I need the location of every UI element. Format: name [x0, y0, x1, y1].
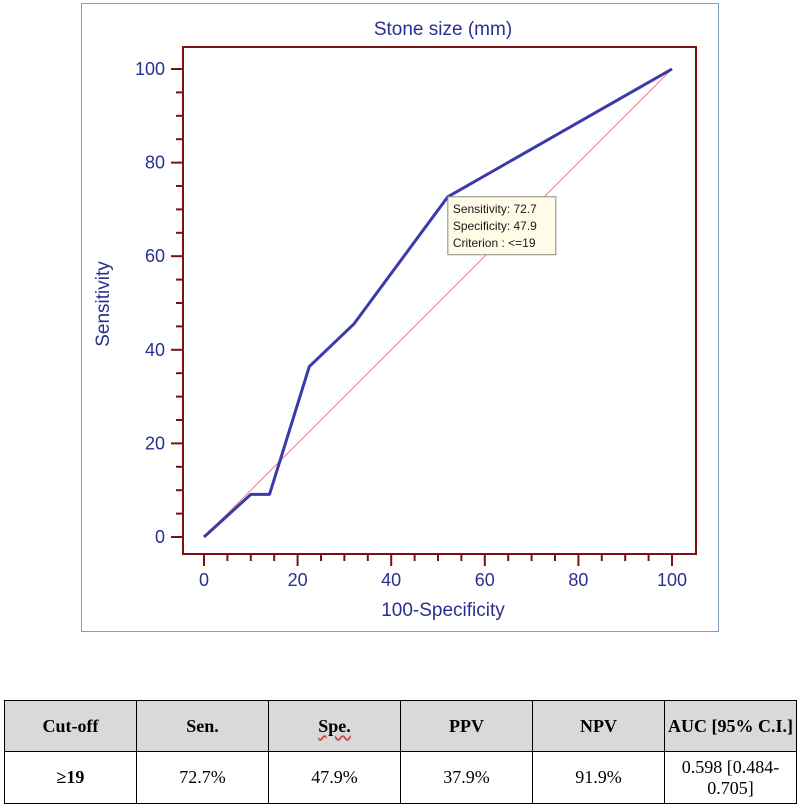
annotation-criterion: Criterion : <=19 — [453, 236, 536, 250]
header-sen: Sen. — [136, 700, 269, 752]
cell-auc: 0.598 [0.484-0.705] — [664, 751, 797, 804]
roc-chart-svg: Stone size (mm) 0 20 40 60 80 100 0 20 40 60 80 100… — [93, 19, 697, 621]
criterion-annotation: Sensitivity: 72.7 Specificity: 47.9 Crit… — [447, 196, 557, 256]
cell-cutoff: ≥19 — [4, 751, 137, 804]
y-axis-label: Sensitivity — [93, 261, 114, 347]
y-tick-label: 60 — [145, 246, 165, 266]
cell-spe: 47.9% — [268, 751, 401, 804]
header-ppv: PPV — [400, 700, 533, 752]
annotation-specificity: Specificity: 47.9 — [453, 219, 537, 233]
roc-chart: Stone size (mm) 0 20 40 60 80 100 0 20 40 60 80 100… — [81, 3, 719, 632]
reference-diagonal — [203, 68, 673, 538]
header-npv: NPV — [532, 700, 665, 752]
header-cutoff: Cut-off — [4, 700, 137, 752]
x-axis-label: 100-Specificity — [381, 600, 505, 621]
y-tick-label: 20 — [145, 433, 165, 453]
x-tick-label: 0 — [199, 570, 209, 590]
cell-ppv: 37.9% — [400, 751, 533, 804]
annotation-box — [447, 196, 557, 256]
x-tick-label: 40 — [381, 570, 401, 590]
axis-ticks: 0 20 40 60 80 100 0 20 40 60 80 100 — [135, 59, 687, 590]
y-tick-label: 40 — [145, 340, 165, 360]
cell-sen: 72.7% — [136, 751, 269, 804]
x-tick-label: 60 — [475, 570, 495, 590]
cell-npv: 91.9% — [532, 751, 665, 804]
y-tick-label: 100 — [135, 59, 165, 79]
x-tick-label: 80 — [568, 570, 588, 590]
chart-title: Stone size (mm) — [374, 19, 512, 40]
y-tick-label: 0 — [155, 527, 165, 547]
header-spe-label: Spe. — [318, 715, 351, 736]
plot-area — [182, 46, 697, 555]
x-tick-label: 100 — [657, 570, 687, 590]
header-auc: AUC [95% C.I.] — [664, 700, 797, 752]
results-table: Cut-off Sen. Spe. PPV NPV AUC [95% C.I.]… — [4, 700, 797, 804]
x-tick-label: 20 — [288, 570, 308, 590]
header-spe: Spe. — [268, 700, 401, 752]
y-tick-label: 80 — [145, 153, 165, 173]
table-header-row: Cut-off Sen. Spe. PPV NPV AUC [95% C.I.] — [4, 700, 797, 752]
annotation-sensitivity: Sensitivity: 72.7 — [453, 202, 537, 216]
table-row: ≥19 72.7% 47.9% 37.9% 91.9% 0.598 [0.484… — [4, 751, 797, 804]
